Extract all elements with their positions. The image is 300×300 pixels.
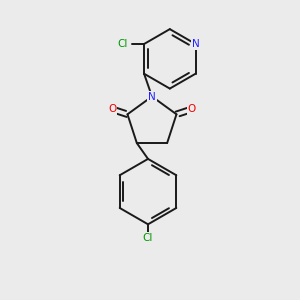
Text: Cl: Cl [117, 39, 128, 49]
Text: Cl: Cl [143, 233, 153, 243]
Text: N: N [148, 92, 156, 101]
Text: O: O [108, 104, 116, 114]
Text: O: O [188, 104, 196, 114]
Text: N: N [192, 39, 200, 49]
